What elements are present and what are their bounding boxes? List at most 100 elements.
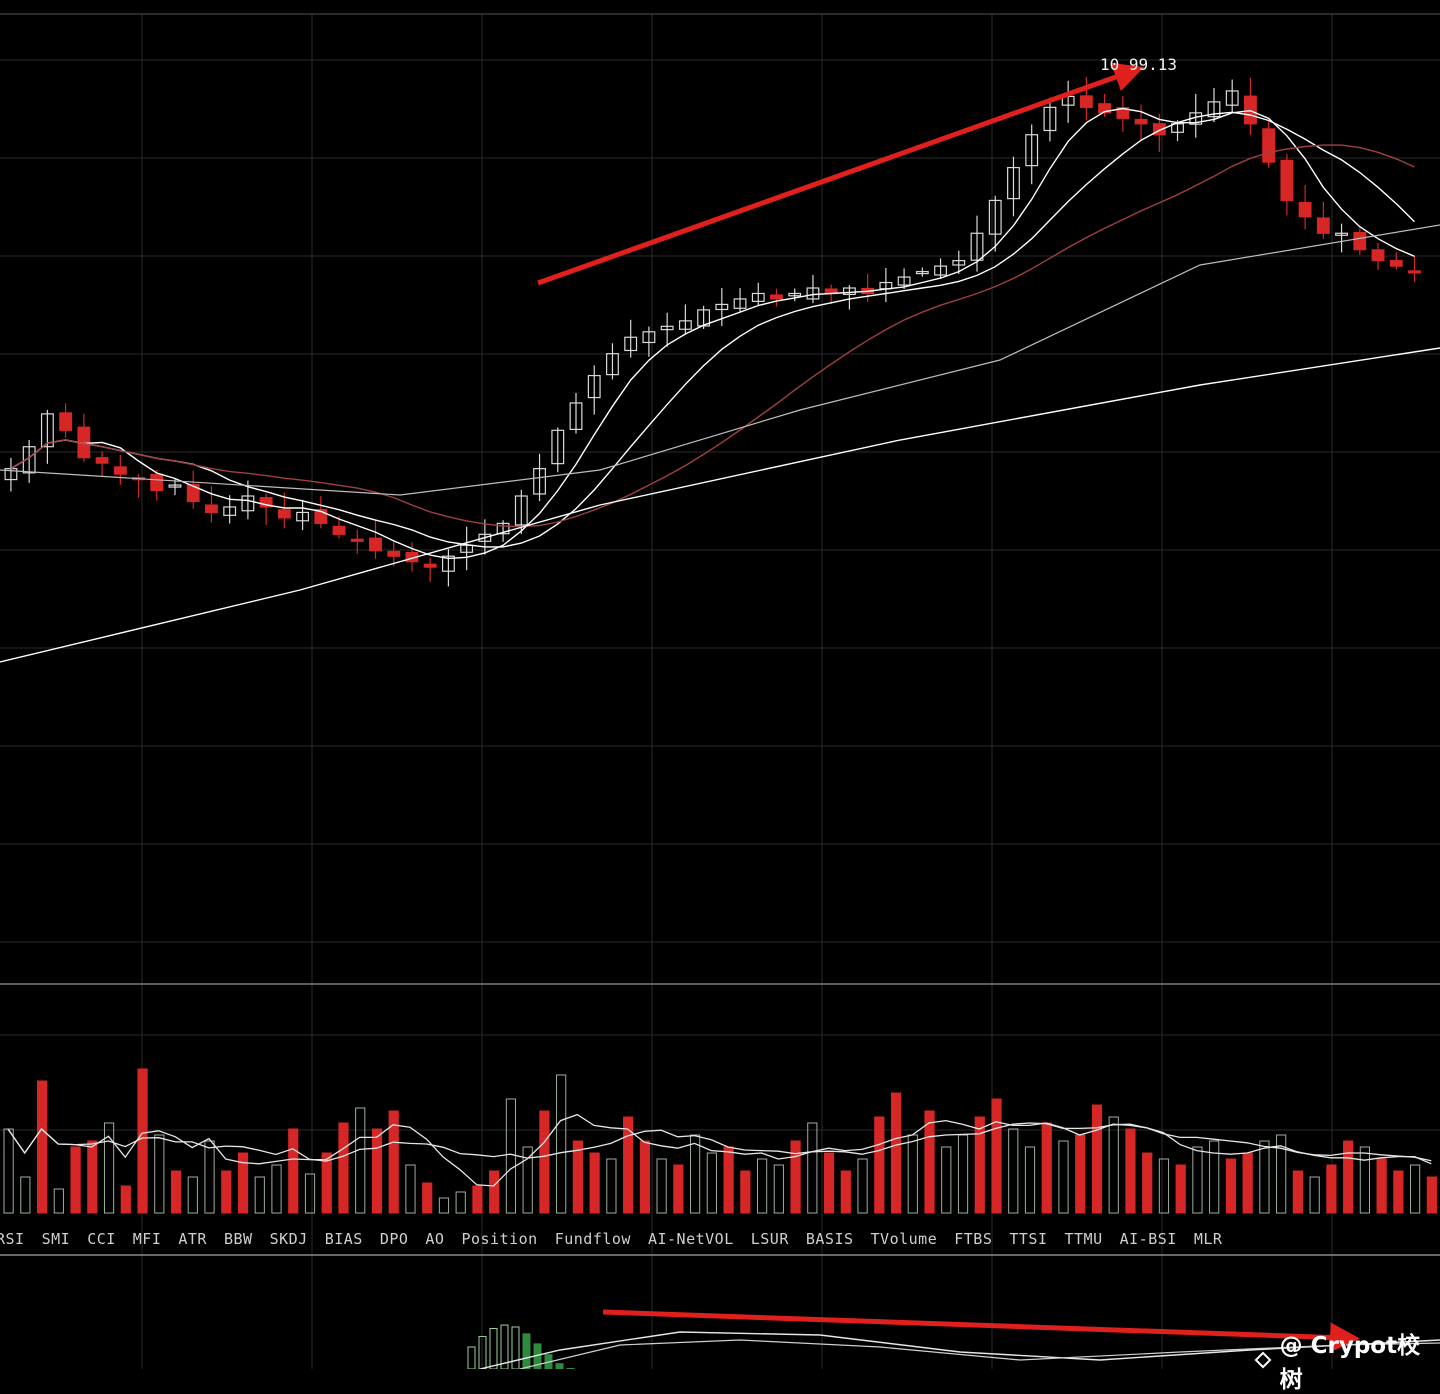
volume-bar-down [1377,1159,1386,1213]
volume-bar-down [724,1147,733,1213]
volume-bar-down [1394,1171,1403,1213]
tab-ttsi[interactable]: TTSI [1009,1230,1047,1248]
candle-down [351,539,363,541]
candle-down [388,551,400,556]
moving-averages [0,109,1440,663]
candle-down [1372,250,1384,261]
volume-bar-up [1310,1177,1319,1213]
tab-skdj[interactable]: SKDJ [270,1230,308,1248]
volume-bar-up [188,1177,197,1213]
volume-bar-down [138,1069,147,1213]
high-price-label: 10 99.13 [1100,55,1177,74]
volume-ma10-line [8,1123,1431,1161]
candle-down [1263,129,1275,162]
tab-ftbs[interactable]: FTBS [954,1230,992,1248]
volume-bar-down [339,1123,348,1213]
volume-bar-down [121,1186,130,1213]
volume-bar-up [1159,1159,1168,1213]
macd-histogram-bar [468,1347,475,1369]
ma10-line [11,112,1415,547]
tab-cci[interactable]: CCI [87,1230,116,1248]
volume-bar-up [1025,1147,1034,1213]
volume-bar-down [1126,1129,1135,1213]
tab-ai-netvol[interactable]: AI-NetVOL [648,1230,734,1248]
volume-bars [4,1069,1436,1213]
volume-bar-up [1059,1141,1068,1213]
volume-bar-down [88,1141,97,1213]
ma5-line [11,109,1415,559]
tab-rsi[interactable]: RSI [0,1230,25,1248]
volume-bar-down [37,1081,46,1213]
candlestick-series [5,77,1420,587]
candle-down [1281,160,1293,200]
tab-bias[interactable]: BIAS [325,1230,363,1248]
volume-bar-up [255,1177,264,1213]
volume-bar-up [691,1135,700,1213]
watermark-text: @ Crypot校树 [1280,1326,1440,1394]
tab-atr[interactable]: ATR [178,1230,207,1248]
volume-bar-up [439,1198,448,1213]
volume-bar-down [1293,1171,1302,1213]
volume-bar-up [506,1099,515,1213]
volume-bar-down [1176,1165,1185,1213]
tab-basis[interactable]: BASIS [806,1230,854,1248]
volume-bar-up [1360,1147,1369,1213]
volume-bar-down [841,1171,850,1213]
tab-mfi[interactable]: MFI [133,1230,162,1248]
candle-down [1135,120,1147,124]
candle-down [1354,233,1366,250]
volume-bar-up [557,1075,566,1213]
macd-histogram-bar [512,1327,519,1369]
volume-bar-down [372,1129,381,1213]
candle-down [1299,203,1311,217]
tab-bbw[interactable]: BBW [224,1230,253,1248]
watermark: @ Crypot校树 [1252,1326,1440,1394]
volume-bar-up [54,1189,63,1213]
candle-down [333,526,345,534]
volume-bar-up [707,1153,716,1213]
volume-bar-up [774,1165,783,1213]
volume-bar-down [640,1141,649,1213]
tab-tvolume[interactable]: TVolume [871,1230,938,1248]
tab-ai-bsi[interactable]: AI-BSI [1120,1230,1177,1248]
volume-bar-up [958,1135,967,1213]
volume-bar-up [1109,1117,1118,1213]
candle-down [60,413,72,430]
volume-bar-up [757,1159,766,1213]
candle-down [424,564,436,567]
tab-mlr[interactable]: MLR [1194,1230,1223,1248]
volume-bar-down [490,1171,499,1213]
candle-down [206,505,218,512]
candle-down [151,474,163,490]
tab-lsur[interactable]: LSUR [751,1230,789,1248]
volume-bar-down [590,1153,599,1213]
candle-down [771,295,783,299]
volume-bar-down [322,1153,331,1213]
candle-down [1390,261,1402,267]
tab-ao[interactable]: AO [425,1230,444,1248]
tab-position[interactable]: Position [461,1230,537,1248]
tab-dpo[interactable]: DPO [380,1230,409,1248]
volume-bar-down [289,1129,298,1213]
volume-bar-up [406,1165,415,1213]
volume-bar-up [1260,1141,1269,1213]
tab-smi[interactable]: SMI [42,1230,71,1248]
volume-bar-down [1427,1177,1436,1213]
volume-bar-up [908,1135,917,1213]
candle-down [370,538,382,551]
volume-bar-down [473,1186,482,1213]
tab-ttmu[interactable]: TTMU [1065,1230,1103,1248]
volume-bar-down [1143,1153,1152,1213]
volume-bar-down [71,1147,80,1213]
volume-bar-down [222,1171,231,1213]
volume-bar-up [1193,1147,1202,1213]
macd-histogram-bar [490,1328,497,1369]
volume-bar-up [607,1159,616,1213]
uptrend-arrow [538,72,1130,283]
volume-bar-up [1009,1129,1018,1213]
volume-bar-down [423,1183,432,1213]
volume-bar-up [1210,1141,1219,1213]
tab-fundflow[interactable]: Fundflow [555,1230,631,1248]
macd-histogram-bar [523,1334,530,1369]
